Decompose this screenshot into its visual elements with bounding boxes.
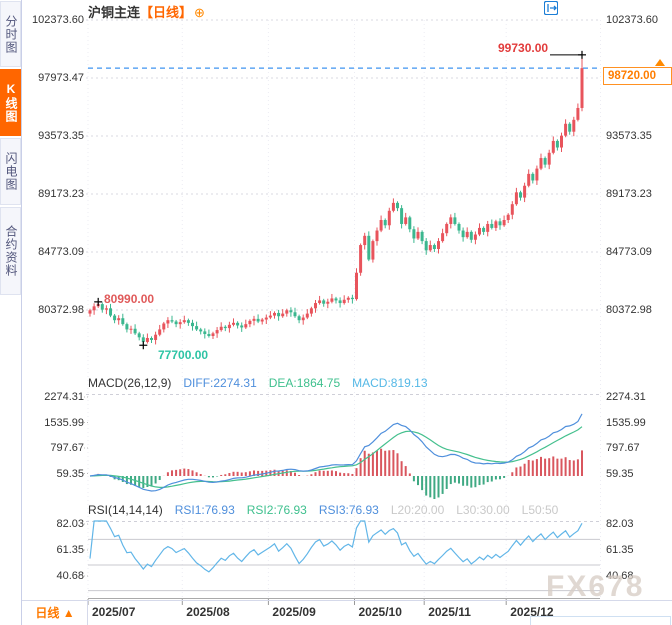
macd-diff-value: DIFF:2274.31 (183, 376, 257, 390)
rsi-axis-label-left: 82.03 (56, 518, 84, 530)
exit-right-icon[interactable] (544, 1, 606, 15)
triangle-up-icon: ▲ (62, 606, 75, 620)
main-axis-label-right: 102373.60 (606, 14, 658, 26)
add-circle-icon[interactable]: ⊕ (194, 5, 205, 20)
rsi1-value: RSI1:76.93 (174, 503, 235, 517)
main-axis-label-left: 97973.47 (38, 72, 84, 84)
rsi-axis-label-right: 61.35 (606, 544, 634, 556)
macd-axis-label-right: 2274.31 (606, 391, 646, 403)
macd-axis-label-left: 59.35 (56, 467, 84, 480)
macd-dea-value: DEA:1864.75 (268, 376, 341, 390)
watermark: FX678 (546, 570, 645, 603)
sidebar-tab-1[interactable]: 分时图 (0, 1, 21, 67)
rsi-l30-value: L30:30.00 (456, 503, 510, 517)
chart-toolbar (544, 1, 606, 15)
macd-axis-label-right: 59.35 (606, 467, 634, 480)
sidebar-tab-2[interactable]: K线图 (0, 69, 21, 136)
rsi-l50-value: L50:50 (521, 503, 559, 517)
rsi-axis-label-right: 82.03 (606, 518, 634, 530)
rsi-label-row: RSI(14,14,14) RSI1:76.93 RSI2:76.93 RSI3:76… (88, 503, 570, 517)
sidebar: 分时图 K线图 闪电图 合约资料 (0, 0, 22, 625)
zoom-y-axis-icon[interactable] (544, 1, 590, 15)
period-low-label: 77700.00 (158, 348, 209, 362)
rsi-title: RSI(14,14,14) (88, 503, 163, 517)
main-axis-label-left: 84773.09 (38, 246, 84, 258)
main-axis-label-right: 80372.98 (606, 304, 652, 316)
main-axis-label-left: 93573.35 (38, 130, 84, 142)
x-axis-month-label: 2025/08 (186, 605, 230, 619)
main-axis-label-left: 80372.98 (38, 304, 84, 316)
bottom-right-panel (530, 616, 671, 625)
x-axis-month-label: 2025/07 (92, 605, 136, 619)
rsi3-value: RSI3:76.93 (318, 503, 379, 517)
macd-macd-value: MACD:819.13 (352, 376, 428, 390)
rsi-axis-label-left: 61.35 (56, 544, 84, 556)
period-high-label: 99730.00 (498, 41, 549, 55)
rsi2-value: RSI2:76.93 (246, 503, 307, 517)
main-axis-label-right: 93573.35 (606, 130, 652, 142)
macd-title: MACD(26,12,9) (88, 376, 172, 390)
macd-label-row: MACD(26,12,9) DIFF:2274.31 DEA:1864.75 MACD… (88, 376, 440, 390)
early-high-label: 80990.00 (104, 292, 155, 306)
period-label[interactable]: 【日线】 (140, 5, 193, 20)
macd-axis-label-right: 1535.99 (606, 416, 646, 429)
sidebar-divider (21, 0, 22, 625)
instrument-title: 沪铜主连 (88, 5, 141, 20)
x-axis-month-label: 2025/09 (272, 605, 316, 619)
main-axis-label-left: 102373.60 (32, 14, 84, 26)
rsi-axis-label-right: 40.68 (606, 570, 634, 582)
macd-axis-label-left: 2274.31 (44, 391, 84, 403)
x-axis-month-label: 2025/10 (358, 605, 402, 619)
last-price-tag: 98720.00 (603, 67, 672, 85)
rsi-axis-label-left: 40.68 (56, 570, 84, 582)
sidebar-tab-3[interactable]: 闪电图 (0, 138, 21, 205)
chart-header: 沪铜主连【日线】 ⊕ (88, 2, 205, 21)
x-axis-month-label: 2025/11 (428, 605, 471, 619)
zoom-x-axis-icon[interactable] (544, 1, 574, 15)
rsi-l20-value: L20:20.00 (390, 503, 445, 517)
macd-axis-label-left: 1535.99 (44, 416, 84, 429)
macd-axis-label-left: 797.67 (50, 442, 84, 454)
latest-price-arrow-icon[interactable] (655, 59, 665, 66)
main-axis-label-right: 84773.09 (606, 246, 652, 258)
x-axis-month-label: 2025/12 (510, 605, 554, 619)
main-axis-label-left: 89173.23 (38, 187, 84, 200)
period-selector[interactable]: 日线 ▲ (35, 606, 75, 620)
main-axis-label-right: 89173.23 (606, 187, 652, 200)
macd-axis-label-right: 797.67 (606, 442, 640, 454)
sidebar-tab-4[interactable]: 合约资料 (0, 207, 21, 295)
